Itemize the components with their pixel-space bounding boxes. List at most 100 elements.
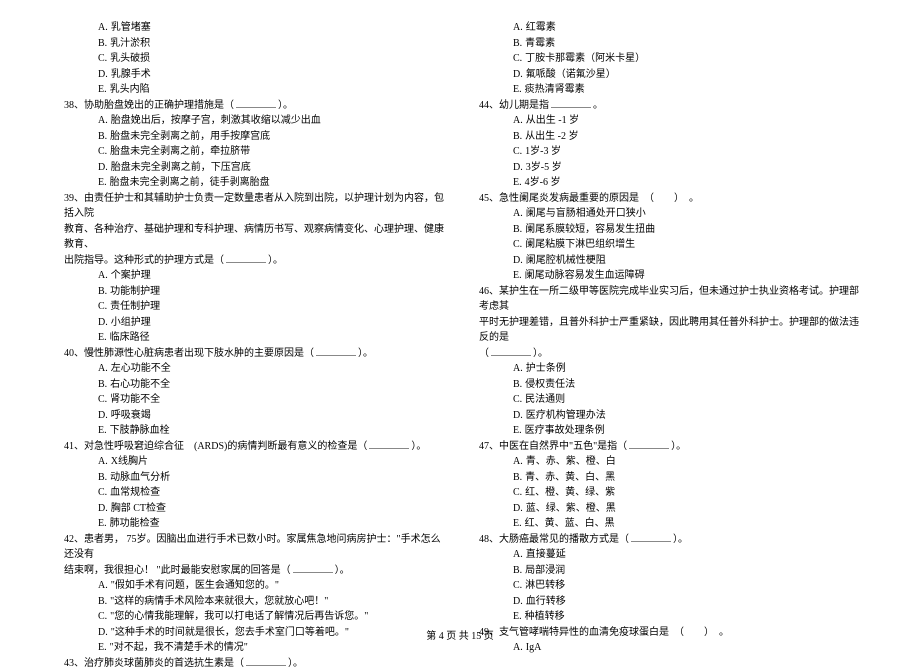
- answer-option: B."这样的病情手术风险本来就很大，您就放心吧！": [98, 594, 445, 610]
- option-text: 阑尾粘膜下淋巴组织增生: [525, 239, 635, 250]
- question-text: 大肠癌最常见的播散方式是（: [499, 534, 629, 545]
- question-line: 47、中医在自然界中"五色"是指（）。: [479, 439, 860, 455]
- question-tail: 。: [593, 100, 603, 111]
- option-letter: B.: [98, 472, 107, 483]
- option-letter: E.: [513, 177, 522, 188]
- option-text: 丁胺卡那霉素（阿米卡星）: [525, 53, 645, 64]
- question-number: 46、: [479, 286, 499, 297]
- question-text: 某护生在一所二级甲等医院完成毕业实习后，但未通过护士执业资格考试。护理部考虑其: [479, 286, 859, 313]
- option-letter: B.: [98, 131, 107, 142]
- answer-blank: [316, 346, 356, 356]
- question-text: 中医在自然界中"五色"是指（: [499, 441, 627, 452]
- answer-option: B.乳汁淤积: [98, 36, 445, 52]
- question-line: 42、患者男， 75岁。因脑出血进行手术已数小时。家属焦急地问病房护士："手术怎…: [64, 532, 445, 563]
- question-number: 42、: [64, 534, 84, 545]
- answer-option: B.功能制护理: [98, 284, 445, 300]
- answer-option: A.阑尾与盲肠相通处开口狭小: [513, 206, 860, 222]
- option-letter: E.: [98, 425, 107, 436]
- option-text: 血行转移: [526, 596, 566, 607]
- option-letter: C.: [513, 394, 522, 405]
- question-line: （）。: [479, 346, 860, 362]
- question-text: 幼儿期是指: [499, 100, 549, 111]
- option-letter: E.: [98, 518, 107, 529]
- option-letter: B.: [513, 379, 522, 390]
- question-text: 教育、各种治疗、基础护理和专科护理、病情历书写、观察病情变化、心理护理、健康教育…: [64, 224, 444, 251]
- option-letter: D.: [98, 410, 108, 421]
- option-letter: A.: [98, 580, 108, 591]
- option-letter: B.: [98, 379, 107, 390]
- option-text: 3岁-5 岁: [526, 162, 562, 173]
- option-letter: C.: [513, 487, 522, 498]
- answer-option: B.右心功能不全: [98, 377, 445, 393]
- option-text: 阑尾与盲肠相通处开口狭小: [526, 208, 646, 219]
- option-text: 阑尾系膜较短，容易发生扭曲: [525, 224, 655, 235]
- answer-option: E.临床路径: [98, 330, 445, 346]
- answer-option: A.从出生 -1 岁: [513, 113, 860, 129]
- option-letter: C.: [98, 301, 107, 312]
- option-letter: C.: [98, 487, 107, 498]
- option-text: 种植转移: [525, 611, 565, 622]
- question-line: 43、治疗肺炎球菌肺炎的首选抗生素是（）。: [64, 656, 445, 671]
- question-number: 43、: [64, 658, 84, 669]
- option-text: 乳头破损: [110, 53, 150, 64]
- answer-option: B.阑尾系膜较短，容易发生扭曲: [513, 222, 860, 238]
- answer-option: D.胎盘未完全剥离之前，下压宫底: [98, 160, 445, 176]
- option-letter: D.: [98, 503, 108, 514]
- answer-option: C.丁胺卡那霉素（阿米卡星）: [513, 51, 860, 67]
- option-text: 青霉素: [525, 38, 555, 49]
- question-text: 平时无护理差错，且普外科护士严重紧缺，因此聘用其任普外科护士。护理部的做法违反的…: [479, 317, 859, 344]
- option-text: 医疗机构管理办法: [526, 410, 606, 421]
- page-footer: 第 4 页 共 15 页: [0, 627, 920, 642]
- answer-option: A.青、赤、紫、橙、白: [513, 454, 860, 470]
- option-text: 医疗事故处理条例: [525, 425, 605, 436]
- option-letter: A.: [98, 115, 108, 126]
- option-letter: E.: [513, 518, 522, 529]
- option-text: 肾功能不全: [110, 394, 160, 405]
- option-text: 氟哌酸（诺氟沙星）: [526, 69, 616, 80]
- question-line: 38、协助胎盘娩出的正确护理措施是（）。: [64, 98, 445, 114]
- option-text: 临床路径: [110, 332, 150, 343]
- option-letter: D.: [513, 596, 523, 607]
- answer-option: E.下肢静脉血栓: [98, 423, 445, 439]
- option-letter: B.: [98, 286, 107, 297]
- question-line: 46、某护生在一所二级甲等医院完成毕业实习后，但未通过护士执业资格考试。护理部考…: [479, 284, 860, 315]
- answer-option: E.医疗事故处理条例: [513, 423, 860, 439]
- question-tail: ）。: [268, 255, 283, 266]
- option-letter: C.: [513, 53, 522, 64]
- question-tail: ）。: [671, 441, 686, 452]
- answer-option: A.直接蔓延: [513, 547, 860, 563]
- option-letter: A.: [513, 456, 523, 467]
- option-letter: A.: [98, 456, 108, 467]
- option-text: 下肢静脉血栓: [110, 425, 170, 436]
- option-text: 侵权责任法: [525, 379, 575, 390]
- option-text: 红、黄、蓝、白、黑: [525, 518, 615, 529]
- option-text: 胎盘娩出后，按摩子宫，刺激其收缩以减少出血: [111, 115, 321, 126]
- option-letter: E.: [98, 642, 107, 653]
- option-text: 胎盘未完全剥离之前，用手按摩宫底: [110, 131, 270, 142]
- option-letter: E.: [98, 332, 107, 343]
- option-text: 阑尾腔机械性梗阻: [526, 255, 606, 266]
- answer-option: A.护士条例: [513, 361, 860, 377]
- answer-option: A.X线胸片: [98, 454, 445, 470]
- option-text: 呼吸衰竭: [111, 410, 151, 421]
- question-number: 40、: [64, 348, 84, 359]
- answer-blank: [629, 439, 669, 449]
- option-text: 动脉血气分析: [110, 472, 170, 483]
- question-tail: ）。: [533, 348, 548, 359]
- option-letter: D.: [98, 162, 108, 173]
- option-letter: A.: [513, 115, 523, 126]
- answer-blank: [246, 656, 286, 666]
- option-text: 蓝、绿、紫、橙、黑: [526, 503, 616, 514]
- option-letter: E.: [98, 84, 107, 95]
- answer-option: D.胸部 CT检查: [98, 501, 445, 517]
- question-tail: ）。: [673, 534, 688, 545]
- option-letter: D.: [513, 503, 523, 514]
- answer-option: D.3岁-5 岁: [513, 160, 860, 176]
- question-text: 结束啊，我很担心！ "此时最能安慰家属的回答是（: [64, 565, 291, 576]
- option-letter: B.: [98, 38, 107, 49]
- answer-option: E.种植转移: [513, 609, 860, 625]
- option-text: 左心功能不全: [111, 363, 171, 374]
- answer-blank: [226, 253, 266, 263]
- option-letter: D.: [98, 317, 108, 328]
- answer-option: C.血常规检查: [98, 485, 445, 501]
